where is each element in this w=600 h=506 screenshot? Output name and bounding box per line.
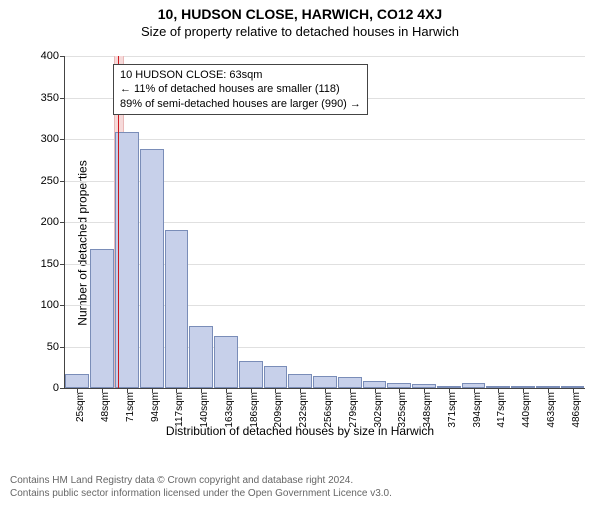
histogram-bar [239,361,263,388]
ytick-label: 300 [41,133,65,145]
page-title: 10, HUDSON CLOSE, HARWICH, CO12 4XJ [0,6,600,22]
xtick-label: 209sqm [273,392,284,428]
footer-line: Contains public sector information licen… [10,488,392,499]
ytick-label: 50 [47,341,65,353]
xtick-label: 140sqm [199,392,210,428]
xtick-label: 48sqm [100,392,111,422]
ytick-label: 200 [41,216,65,228]
histogram-bar [264,366,288,388]
xtick-label: 186sqm [249,392,260,428]
ytick-label: 0 [53,382,65,394]
xtick-label: 232sqm [298,392,309,428]
annotation-line: 10 HUDSON CLOSE: 63sqm [120,68,361,82]
gridline [65,139,585,140]
ytick-label: 100 [41,299,65,311]
annotation-box: 10 HUDSON CLOSE: 63sqm← 11% of detached … [113,64,368,115]
xtick-label: 486sqm [571,392,582,428]
xtick-label: 440sqm [521,392,532,428]
histogram-bar [90,249,114,388]
xtick-label: 25sqm [75,392,86,422]
histogram-bar [165,230,189,388]
ytick-label: 350 [41,92,65,104]
xtick-label: 302sqm [373,392,384,428]
gridline [65,56,585,57]
ytick-label: 250 [41,175,65,187]
xtick-label: 348sqm [422,392,433,428]
annotation-line: 89% of semi-detached houses are larger (… [120,97,361,111]
xtick-label: 94sqm [150,392,161,422]
histogram-bar [313,376,337,388]
footer-attribution: Contains HM Land Registry data © Crown c… [10,474,392,500]
page-subtitle: Size of property relative to detached ho… [0,24,600,39]
histogram-bar [363,381,387,388]
xtick-label: 463sqm [546,392,557,428]
annotation-line: ← 11% of detached houses are smaller (11… [120,82,361,96]
histogram-bar [288,374,312,388]
histogram-bar [338,377,362,388]
xtick-label: 371sqm [447,392,458,428]
histogram-bar [189,326,213,388]
histogram-bar [140,149,164,388]
xtick-label: 117sqm [174,392,185,427]
xtick-label: 417sqm [496,392,507,428]
xtick-label: 394sqm [472,392,483,428]
xtick-label: 325sqm [397,392,408,428]
ytick-label: 150 [41,258,65,270]
xtick-label: 256sqm [323,392,334,428]
footer-line: Contains HM Land Registry data © Crown c… [10,475,353,486]
histogram-bar [214,336,238,388]
x-axis-label: Distribution of detached houses by size … [0,424,600,438]
xtick-label: 279sqm [348,392,359,428]
histogram-bar [65,374,89,388]
xtick-label: 71sqm [125,392,136,422]
chart-container: Number of detached properties 0501001502… [0,48,600,438]
ytick-label: 400 [41,50,65,62]
xtick-label: 163sqm [224,392,235,428]
plot-area: 05010015020025030035040025sqm48sqm71sqm9… [64,56,585,389]
